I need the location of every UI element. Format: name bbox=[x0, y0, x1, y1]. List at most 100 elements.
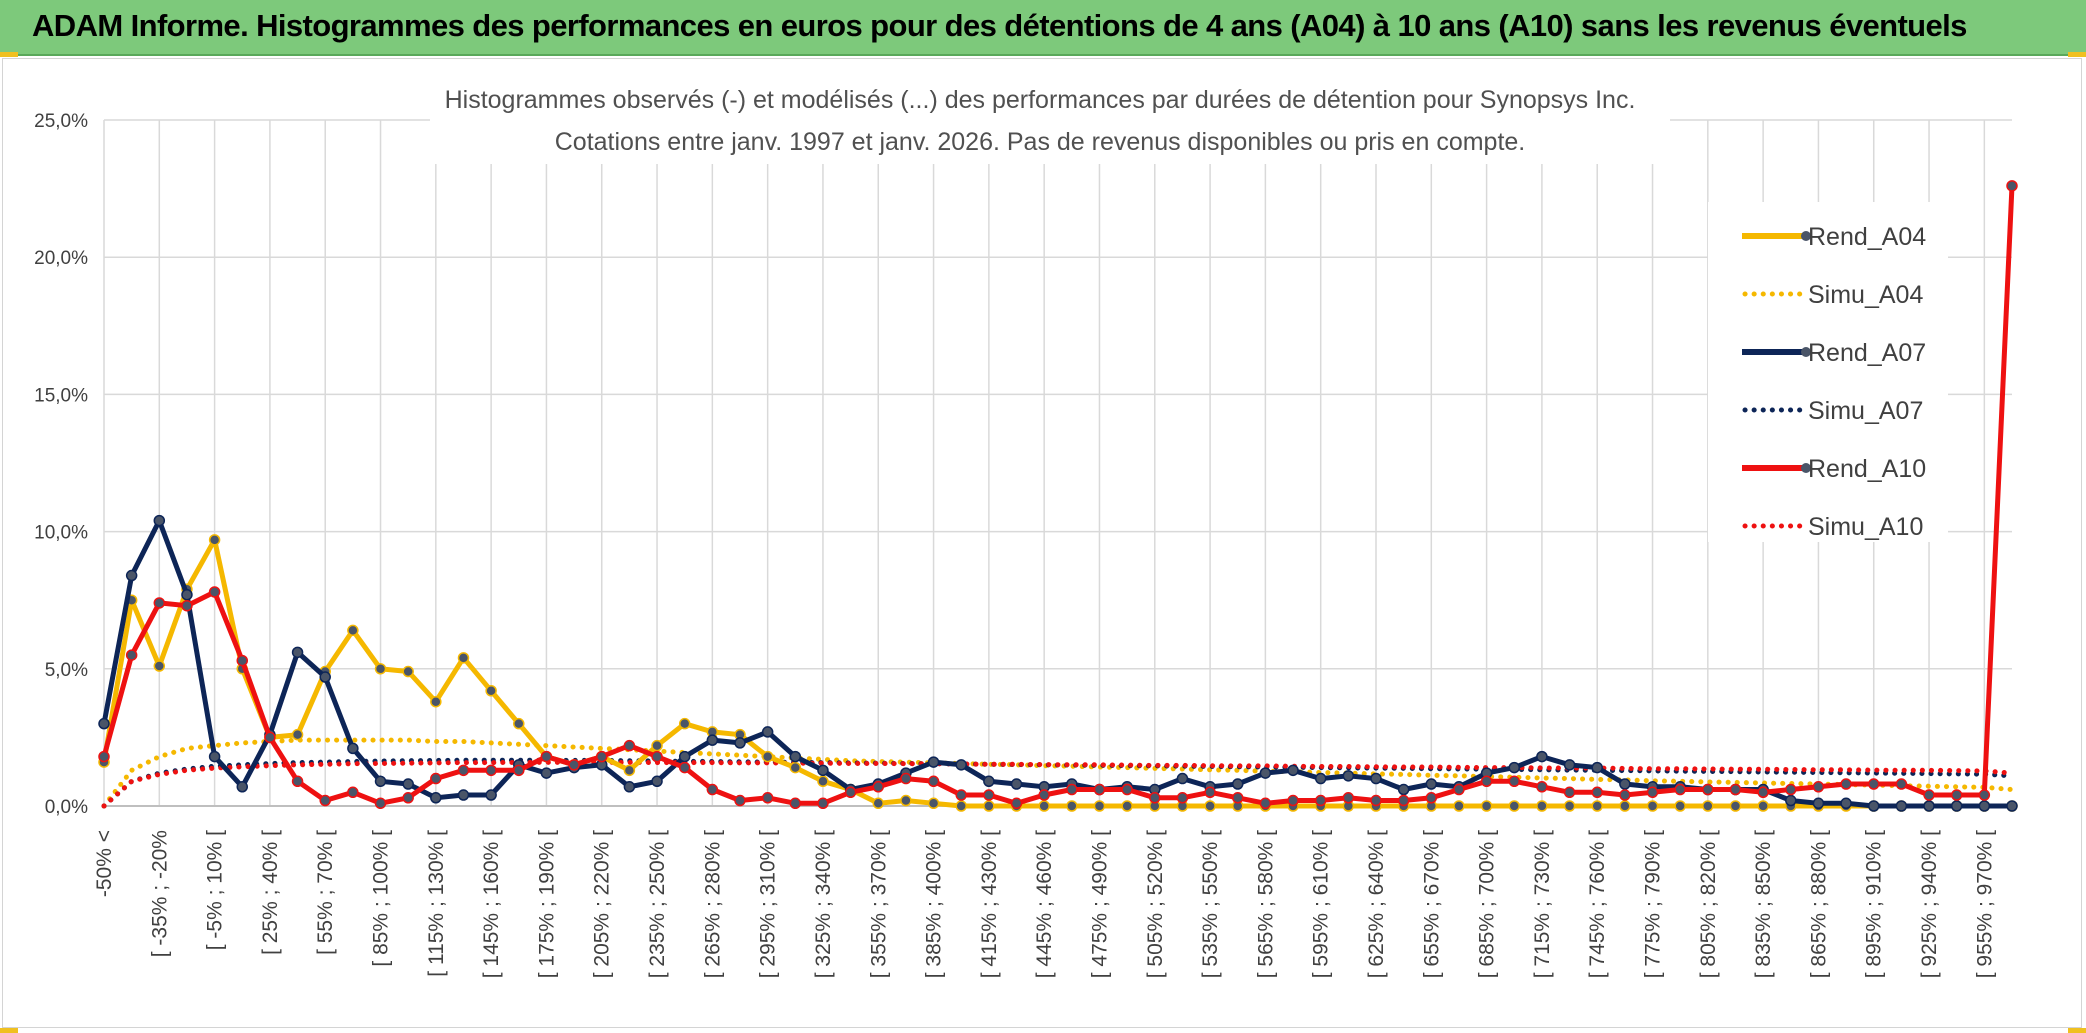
data-point bbox=[734, 794, 746, 807]
data-point bbox=[485, 685, 497, 697]
data-point bbox=[1591, 800, 1603, 812]
data-point bbox=[2006, 180, 2018, 192]
x-tick-label: [ 25% ; 40% [ bbox=[259, 830, 282, 955]
x-tick-label: [ 655% ; 670% [ bbox=[1420, 830, 1443, 978]
data-point bbox=[789, 797, 802, 810]
data-point bbox=[1287, 764, 1299, 777]
data-point bbox=[457, 764, 470, 777]
data-point bbox=[181, 599, 193, 612]
x-tick-label: [ 625% ; 640% [ bbox=[1365, 830, 1388, 978]
x-tick-label: [ 805% ; 820% [ bbox=[1697, 830, 1720, 978]
data-point bbox=[291, 646, 304, 659]
data-point bbox=[1729, 783, 1742, 796]
data-point bbox=[1867, 778, 1880, 790]
y-tick-label: 5,0% bbox=[45, 660, 88, 681]
x-tick-label: [ 205% ; 220% [ bbox=[591, 830, 614, 978]
legend-item: Simu_A10 bbox=[1742, 513, 1923, 541]
header-banner: ADAM Informe. Histogrammes des performan… bbox=[0, 0, 2086, 56]
data-point bbox=[1066, 800, 1078, 812]
data-point bbox=[1121, 800, 1133, 812]
data-point bbox=[568, 759, 580, 771]
data-point bbox=[1978, 800, 1991, 812]
x-tick-label: [ 895% ; 910% [ bbox=[1863, 830, 1886, 978]
data-point bbox=[1950, 800, 1963, 812]
x-tick-label: [ 385% ; 400% [ bbox=[923, 830, 946, 978]
data-point bbox=[402, 792, 414, 804]
data-point bbox=[678, 761, 691, 774]
data-point bbox=[1370, 794, 1382, 807]
y-tick-label: 20,0% bbox=[34, 248, 88, 269]
x-tick-label: [ 835% ; 850% [ bbox=[1752, 830, 1775, 978]
x-tick-label: [ 355% ; 370% [ bbox=[867, 830, 890, 978]
data-point bbox=[1757, 786, 1769, 799]
data-point bbox=[789, 750, 802, 763]
x-tick-label: [ 715% ; 730% [ bbox=[1531, 830, 1554, 978]
data-point bbox=[1259, 767, 1272, 779]
data-point bbox=[1370, 772, 1382, 785]
x-tick-label: [ 265% ; 280% [ bbox=[701, 830, 724, 978]
data-point bbox=[319, 794, 331, 807]
chart-title-line1: Histogrammes observés (-) et modélisés (… bbox=[445, 86, 1636, 114]
data-point bbox=[153, 514, 166, 527]
legend-item: Rend_A07 bbox=[1742, 339, 1926, 367]
data-point bbox=[1259, 797, 1272, 810]
data-point bbox=[402, 778, 414, 790]
data-point bbox=[208, 534, 221, 546]
data-point bbox=[623, 739, 636, 752]
x-tick-label: [ 475% ; 490% [ bbox=[1088, 830, 1111, 978]
data-point bbox=[761, 792, 774, 804]
data-point bbox=[264, 731, 276, 744]
data-point bbox=[485, 764, 497, 777]
data-point bbox=[1176, 772, 1189, 785]
chart-frame bbox=[2, 58, 2082, 1028]
data-point bbox=[1508, 775, 1521, 788]
corner-accent bbox=[0, 52, 18, 57]
data-point bbox=[1010, 797, 1023, 810]
legend-marker bbox=[1801, 463, 1811, 473]
x-tick-label: [ 85% ; 100% [ bbox=[370, 830, 393, 967]
data-point bbox=[817, 775, 829, 788]
data-point bbox=[1646, 786, 1659, 799]
x-tick-label: [ 55% ; 70% [ bbox=[314, 830, 337, 955]
data-point bbox=[1536, 750, 1548, 763]
x-axis-ticks: -50% < [ -35% ; -20% [ -5% ; 10% [[ 25% ; … bbox=[93, 830, 1996, 978]
x-tick-label: [ 325% ; 340% [ bbox=[812, 830, 835, 978]
x-tick-label: [ 955% ; 970% [ bbox=[1973, 830, 1996, 978]
data-point bbox=[900, 772, 912, 785]
legend-background bbox=[1708, 202, 1948, 542]
data-point bbox=[1480, 800, 1493, 812]
data-point bbox=[513, 764, 525, 777]
data-point bbox=[1978, 789, 1991, 801]
data-point bbox=[457, 652, 470, 664]
legend-label: Rend_A07 bbox=[1808, 339, 1926, 367]
x-tick-label: [ 235% ; 250% [ bbox=[646, 830, 669, 978]
x-tick-label: [ 865% ; 880% [ bbox=[1807, 830, 1830, 978]
data-point bbox=[1204, 800, 1216, 812]
x-tick-label: [ 745% ; 760% [ bbox=[1586, 830, 1609, 978]
series-layer bbox=[98, 180, 2018, 812]
data-point bbox=[678, 750, 691, 763]
data-point bbox=[236, 654, 249, 667]
data-point bbox=[1342, 792, 1355, 804]
data-point bbox=[1536, 800, 1548, 812]
data-point bbox=[1702, 783, 1714, 796]
data-point bbox=[1176, 792, 1189, 804]
y-tick-label: 25,0% bbox=[34, 111, 88, 132]
legend-marker bbox=[1801, 231, 1811, 241]
x-tick-label: [ 295% ; 310% [ bbox=[757, 830, 780, 978]
series-simu-a10 bbox=[101, 759, 2015, 809]
data-point bbox=[1950, 789, 1963, 801]
data-point bbox=[1812, 797, 1825, 810]
data-point bbox=[1314, 772, 1327, 785]
data-point bbox=[1342, 770, 1355, 782]
data-point bbox=[374, 797, 387, 810]
data-point bbox=[1729, 800, 1742, 812]
data-point bbox=[319, 671, 331, 683]
data-point bbox=[1066, 783, 1078, 796]
data-point bbox=[540, 750, 553, 763]
legend-item: Simu_A04 bbox=[1742, 281, 1923, 309]
data-point bbox=[1231, 778, 1244, 790]
data-point bbox=[1840, 797, 1852, 810]
data-point bbox=[817, 764, 829, 777]
